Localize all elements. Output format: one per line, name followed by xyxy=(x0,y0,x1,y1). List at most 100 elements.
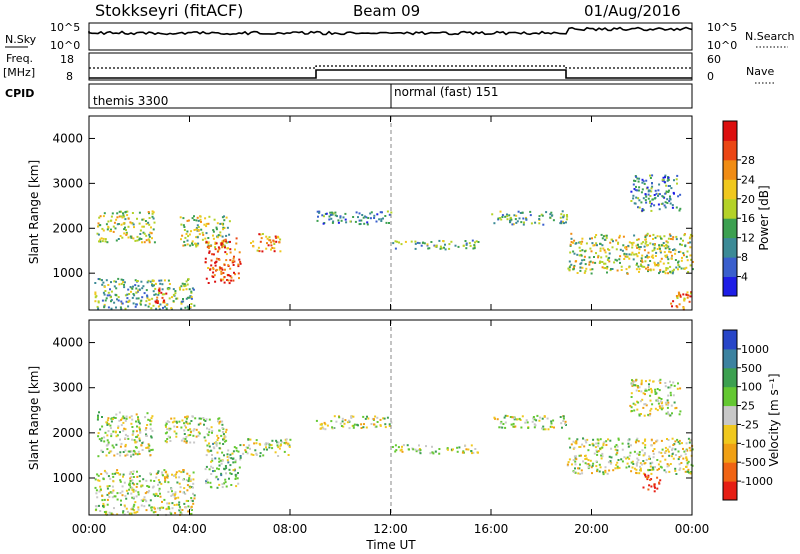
echo-cell xyxy=(191,243,194,246)
echo-cell xyxy=(193,304,196,307)
echo-cell xyxy=(265,446,267,449)
colorbar-frame xyxy=(722,120,738,297)
xtick-label: 20:00 xyxy=(574,522,609,536)
echo-cell xyxy=(610,447,613,450)
colorbar-swatch xyxy=(723,481,737,501)
echo-cell xyxy=(173,474,175,477)
echo-cell xyxy=(247,438,250,441)
echo-cell xyxy=(182,217,185,220)
echo-cell xyxy=(688,446,691,449)
echo-cell xyxy=(210,460,213,463)
echo-cell xyxy=(144,220,147,222)
echo-cell xyxy=(675,266,678,269)
echo-cell xyxy=(137,418,140,421)
echo-cell xyxy=(673,179,675,182)
echo-cell xyxy=(652,233,655,236)
echo-cell xyxy=(125,300,128,303)
echo-cell xyxy=(614,467,617,470)
echo-cell xyxy=(164,424,167,427)
echo-cell xyxy=(650,438,653,441)
echo-cell xyxy=(217,249,220,252)
echo-cell xyxy=(653,448,656,450)
echo-cell xyxy=(567,267,570,270)
echo-cell xyxy=(233,260,236,263)
echo-cell xyxy=(122,415,125,418)
echo-cell xyxy=(636,386,639,389)
echo-cell xyxy=(614,258,617,261)
echo-cell xyxy=(225,472,227,475)
echo-cell xyxy=(375,220,378,223)
echo-cell xyxy=(129,512,132,515)
echo-cell xyxy=(232,461,235,464)
echo-cell xyxy=(275,240,278,243)
echo-cell xyxy=(115,435,118,438)
echo-cell xyxy=(513,214,516,217)
echo-cell xyxy=(122,510,125,513)
echo-cell xyxy=(161,471,164,474)
echo-cell xyxy=(267,442,270,445)
echo-cell xyxy=(669,198,672,201)
echo-cell xyxy=(659,247,661,250)
echo-cell xyxy=(646,256,649,259)
echo-cell xyxy=(124,445,127,448)
echo-cell xyxy=(183,433,186,435)
echo-cell xyxy=(149,454,152,457)
echo-cell xyxy=(689,449,692,452)
echo-cell xyxy=(597,445,600,448)
echo-cell xyxy=(121,485,124,488)
echo-cell xyxy=(116,498,119,501)
echo-cell xyxy=(649,412,652,415)
echo-cell xyxy=(531,420,534,423)
echo-cell xyxy=(418,448,421,450)
echo-cell xyxy=(560,222,563,225)
echo-cell xyxy=(210,426,213,429)
echo-cell xyxy=(618,234,621,237)
colorbar-swatch xyxy=(723,276,737,297)
echo-cell xyxy=(685,465,687,468)
echo-cell xyxy=(97,474,100,477)
echo-cell xyxy=(444,248,447,251)
echo-cell xyxy=(174,497,177,500)
echo-cell xyxy=(206,444,209,447)
echo-cell xyxy=(106,294,109,297)
echo-cell xyxy=(226,453,229,456)
echo-cell xyxy=(105,279,108,282)
echo-cell xyxy=(637,189,640,192)
echo-cell xyxy=(684,449,687,452)
echo-cell xyxy=(145,446,148,449)
power-ylabel: Slant Range [km] xyxy=(27,160,41,264)
echo-cell xyxy=(100,473,103,475)
echo-cell xyxy=(101,450,104,453)
echo-cell xyxy=(183,229,186,231)
echo-cell xyxy=(679,237,682,240)
echo-cell xyxy=(123,215,126,218)
echo-cell xyxy=(119,454,122,457)
echo-cell xyxy=(664,192,667,195)
echo-cell xyxy=(677,260,680,263)
echo-cell xyxy=(641,208,644,210)
echo-cell xyxy=(640,469,642,472)
echo-cell xyxy=(148,302,151,305)
echo-cell xyxy=(616,259,618,262)
echo-cell xyxy=(653,197,656,200)
echo-cell xyxy=(221,459,224,462)
echo-cell xyxy=(620,269,623,271)
echo-cell xyxy=(97,233,100,236)
echo-cell xyxy=(197,423,200,426)
echo-cell xyxy=(608,249,611,251)
echo-cell xyxy=(651,249,654,252)
echo-cell xyxy=(147,491,150,494)
echo-cell xyxy=(501,214,504,217)
echo-cell xyxy=(682,447,684,450)
echo-cell xyxy=(106,228,109,231)
echo-cell xyxy=(356,423,359,426)
echo-cell xyxy=(203,436,206,439)
echo-cell xyxy=(151,210,154,213)
echo-cell xyxy=(186,305,189,308)
echo-cell xyxy=(657,189,660,192)
echo-cell xyxy=(193,215,195,218)
echo-cell xyxy=(219,234,222,237)
echo-cell xyxy=(104,240,107,243)
echo-cell xyxy=(649,465,652,468)
